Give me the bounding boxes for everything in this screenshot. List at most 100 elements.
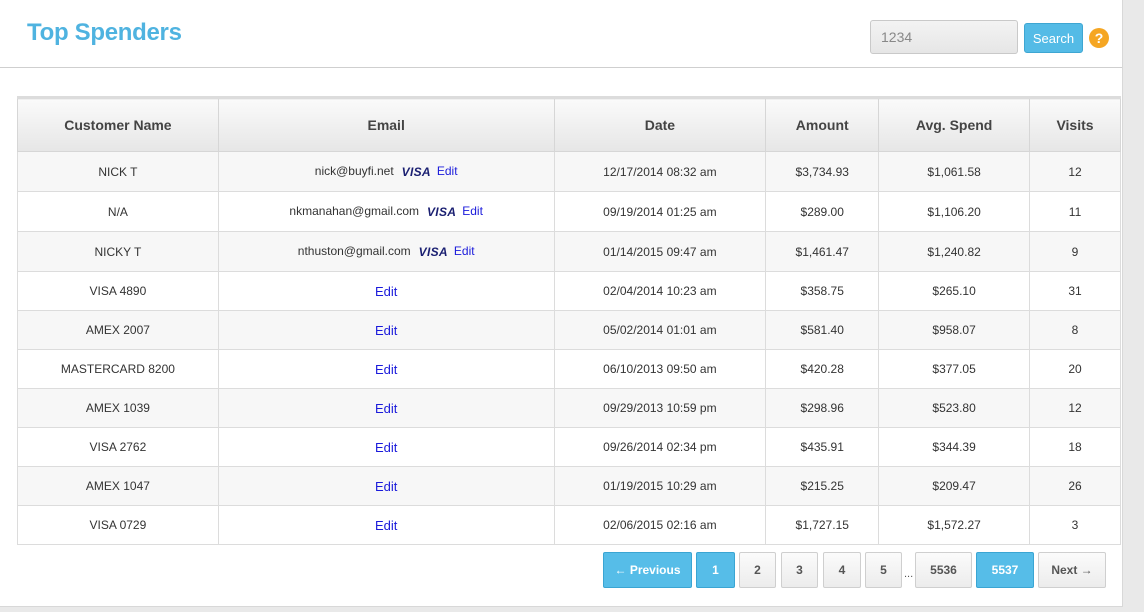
- column-header-amount[interactable]: Amount: [765, 96, 880, 152]
- edit-link[interactable]: Edit: [374, 517, 398, 533]
- email-text: nthuston@gmail.com: [297, 244, 411, 258]
- customer-name-cell: AMEX 2007: [17, 310, 219, 350]
- email-cell: Edit: [217, 310, 555, 350]
- visa-logo-icon: VISA: [418, 245, 448, 259]
- table-row: VISA 0729 Edit 02/06/2015 02:16 am $1,72…: [17, 505, 1121, 545]
- email-cell: nick@buyfi.net VISA Edit: [217, 151, 555, 192]
- date-cell: 01/19/2015 10:29 am: [553, 466, 767, 506]
- date-cell: 02/04/2014 10:23 am: [553, 271, 767, 311]
- email-cell: Edit: [217, 349, 555, 389]
- date-cell: 09/26/2014 02:34 pm: [553, 427, 767, 467]
- date-cell: 06/10/2013 09:50 am: [553, 349, 767, 389]
- column-header-date[interactable]: Date: [553, 96, 767, 152]
- date-cell: 05/02/2014 01:01 am: [553, 310, 767, 350]
- edit-link[interactable]: Edit: [436, 164, 458, 178]
- amount-cell: $298.96: [765, 388, 880, 428]
- search-button[interactable]: Search: [1024, 23, 1083, 53]
- next-page-button[interactable]: Next →: [1038, 552, 1106, 588]
- amount-cell: $435.91: [765, 427, 880, 467]
- visits-cell: 20: [1029, 349, 1121, 389]
- avg-spend-cell: $344.39: [878, 427, 1031, 467]
- email-cell: Edit: [217, 427, 555, 467]
- visits-cell: 12: [1029, 151, 1121, 192]
- edit-link[interactable]: Edit: [462, 204, 483, 218]
- avg-spend-cell: $1,106.20: [878, 191, 1031, 232]
- edit-link[interactable]: Edit: [453, 244, 475, 258]
- avg-spend-cell: $523.80: [878, 388, 1031, 428]
- date-cell: 02/06/2015 02:16 am: [553, 505, 767, 545]
- table-row: VISA 4890 Edit 02/04/2014 10:23 am $358.…: [17, 271, 1121, 311]
- table-row: MASTERCARD 8200 Edit 06/10/2013 09:50 am…: [17, 349, 1121, 389]
- customer-name-cell: AMEX 1047: [17, 466, 219, 506]
- amount-cell: $289.00: [765, 191, 880, 232]
- customer-name-cell: NICK T: [17, 151, 219, 192]
- edit-link[interactable]: Edit: [374, 361, 398, 377]
- page-button-4[interactable]: 4: [823, 552, 861, 588]
- customer-name-cell: VISA 2762: [17, 427, 219, 467]
- table-row: AMEX 2007 Edit 05/02/2014 01:01 am $581.…: [17, 310, 1121, 350]
- page-button-1[interactable]: 1: [696, 552, 735, 588]
- customer-name-cell: VISA 0729: [17, 505, 219, 545]
- page-button-3[interactable]: 3: [781, 552, 818, 588]
- table-row: AMEX 1039 Edit 09/29/2013 10:59 pm $298.…: [17, 388, 1121, 428]
- edit-link[interactable]: Edit: [374, 283, 398, 299]
- page-button-2[interactable]: 2: [739, 552, 776, 588]
- help-icon[interactable]: ?: [1089, 28, 1109, 48]
- table-header-row: Customer Name Email Date Amount Avg. Spe…: [17, 96, 1121, 152]
- page-title: Top Spenders: [27, 19, 182, 46]
- date-cell: 12/17/2014 08:32 am: [553, 151, 767, 192]
- visits-cell: 12: [1029, 388, 1121, 428]
- column-header-email[interactable]: Email: [217, 96, 555, 152]
- edit-link[interactable]: Edit: [374, 322, 398, 338]
- panel-header: Top Spenders Search ?: [0, 0, 1122, 68]
- customer-name-cell: VISA 4890: [17, 271, 219, 311]
- pagination-ellipsis: ...: [904, 568, 914, 580]
- visits-cell: 18: [1029, 427, 1121, 467]
- visits-cell: 8: [1029, 310, 1121, 350]
- visits-cell: 31: [1029, 271, 1121, 311]
- avg-spend-cell: $958.07: [878, 310, 1031, 350]
- avg-spend-cell: $377.05: [878, 349, 1031, 389]
- page-button-5[interactable]: 5: [865, 552, 902, 588]
- customer-name-cell: MASTERCARD 8200: [17, 349, 219, 389]
- page-button-5537[interactable]: 5537: [976, 552, 1034, 588]
- previous-page-button[interactable]: ← Previous: [603, 552, 692, 588]
- email-cell: Edit: [217, 466, 555, 506]
- email-cell: nkmanahan@gmail.com VISA Edit: [217, 191, 555, 232]
- top-spenders-table: Customer Name Email Date Amount Avg. Spe…: [17, 96, 1121, 545]
- amount-cell: $420.28: [765, 349, 880, 389]
- email-cell: Edit: [217, 271, 555, 311]
- pagination: ← Previous 1 2 3 4 5 ... 5536 5537 Next …: [0, 552, 1122, 590]
- email-text: nkmanahan@gmail.com: [289, 204, 419, 218]
- email-cell: Edit: [217, 388, 555, 428]
- customer-name-cell: AMEX 1039: [17, 388, 219, 428]
- table-row: VISA 2762 Edit 09/26/2014 02:34 pm $435.…: [17, 427, 1121, 467]
- table-row: AMEX 1047 Edit 01/19/2015 10:29 am $215.…: [17, 466, 1121, 506]
- column-header-avg-spend[interactable]: Avg. Spend: [878, 96, 1031, 152]
- date-cell: 09/19/2014 01:25 am: [553, 191, 767, 232]
- avg-spend-cell: $1,240.82: [878, 231, 1031, 272]
- visits-cell: 11: [1029, 191, 1121, 232]
- page-button-5536[interactable]: 5536: [915, 552, 972, 588]
- table-row: NICK T nick@buyfi.net VISA Edit 12/17/2014…: [17, 151, 1121, 192]
- edit-link[interactable]: Edit: [374, 478, 398, 494]
- column-header-customer-name[interactable]: Customer Name: [17, 96, 219, 152]
- email-cell: nthuston@gmail.com VISA Edit: [217, 231, 555, 272]
- table-row: N/A nkmanahan@gmail.com VISA Edit 09/19/20…: [17, 191, 1121, 232]
- avg-spend-cell: $265.10: [878, 271, 1031, 311]
- avg-spend-cell: $209.47: [878, 466, 1031, 506]
- date-cell: 01/14/2015 09:47 am: [553, 231, 767, 272]
- search-input[interactable]: [870, 20, 1018, 54]
- visa-logo-icon: VISA: [401, 165, 431, 179]
- edit-link[interactable]: Edit: [374, 400, 398, 416]
- amount-cell: $358.75: [765, 271, 880, 311]
- email-text: nick@buyfi.net: [314, 164, 394, 178]
- email-cell: Edit: [217, 505, 555, 545]
- edit-link[interactable]: Edit: [374, 439, 398, 455]
- visits-cell: 26: [1029, 466, 1121, 506]
- top-spenders-panel: Top Spenders Search ? Customer Name Emai…: [0, 0, 1123, 607]
- amount-cell: $215.25: [765, 466, 880, 506]
- column-header-visits[interactable]: Visits: [1029, 96, 1121, 152]
- amount-cell: $1,461.47: [765, 231, 880, 272]
- avg-spend-cell: $1,061.58: [878, 151, 1031, 192]
